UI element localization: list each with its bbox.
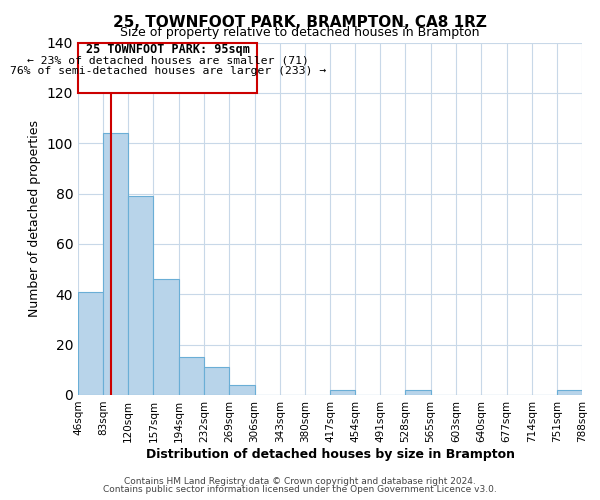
Text: Size of property relative to detached houses in Brampton: Size of property relative to detached ho… (120, 26, 480, 39)
Bar (229, 385, 254, 395)
Bar (78, 292, 103, 395)
Bar (406, 390, 431, 395)
Text: 76% of semi-detached houses are larger (233) →: 76% of semi-detached houses are larger (… (10, 66, 326, 76)
Text: ← 23% of detached houses are smaller (71): ← 23% of detached houses are smaller (71… (27, 55, 308, 65)
Text: Contains public sector information licensed under the Open Government Licence v3: Contains public sector information licen… (103, 485, 497, 494)
X-axis label: Distribution of detached houses by size in Brampton: Distribution of detached houses by size … (146, 448, 515, 460)
Bar (179, 357, 203, 395)
Bar (557, 390, 582, 395)
Text: 25 TOWNFOOT PARK: 95sqm: 25 TOWNFOOT PARK: 95sqm (86, 43, 250, 56)
Text: 25, TOWNFOOT PARK, BRAMPTON, CA8 1RZ: 25, TOWNFOOT PARK, BRAMPTON, CA8 1RZ (113, 15, 487, 30)
Bar (103, 133, 128, 395)
Bar (78, 42, 257, 93)
Y-axis label: Number of detached properties: Number of detached properties (28, 120, 41, 318)
Text: Contains HM Land Registry data © Crown copyright and database right 2024.: Contains HM Land Registry data © Crown c… (124, 477, 476, 486)
Bar (205, 368, 229, 395)
Bar (128, 196, 154, 395)
Bar (330, 390, 355, 395)
Bar (154, 279, 179, 395)
